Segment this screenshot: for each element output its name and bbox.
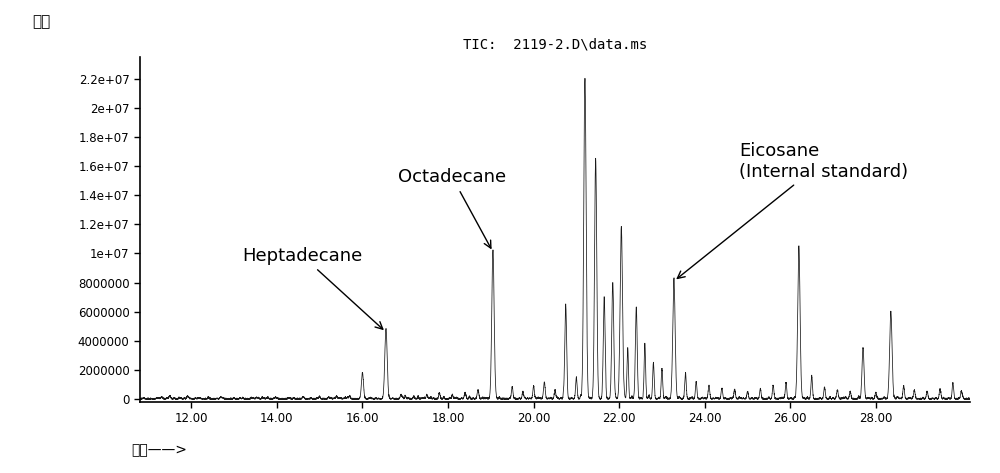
Text: Heptadecane: Heptadecane xyxy=(242,247,383,329)
Text: 时间——>: 时间——> xyxy=(132,444,188,457)
Text: 丰度: 丰度 xyxy=(32,14,50,29)
Title: TIC:  2119-2.D\data.ms: TIC: 2119-2.D\data.ms xyxy=(463,37,647,52)
Text: Octadecane: Octadecane xyxy=(398,168,506,248)
Text: Eicosane
(Internal standard): Eicosane (Internal standard) xyxy=(677,142,908,279)
